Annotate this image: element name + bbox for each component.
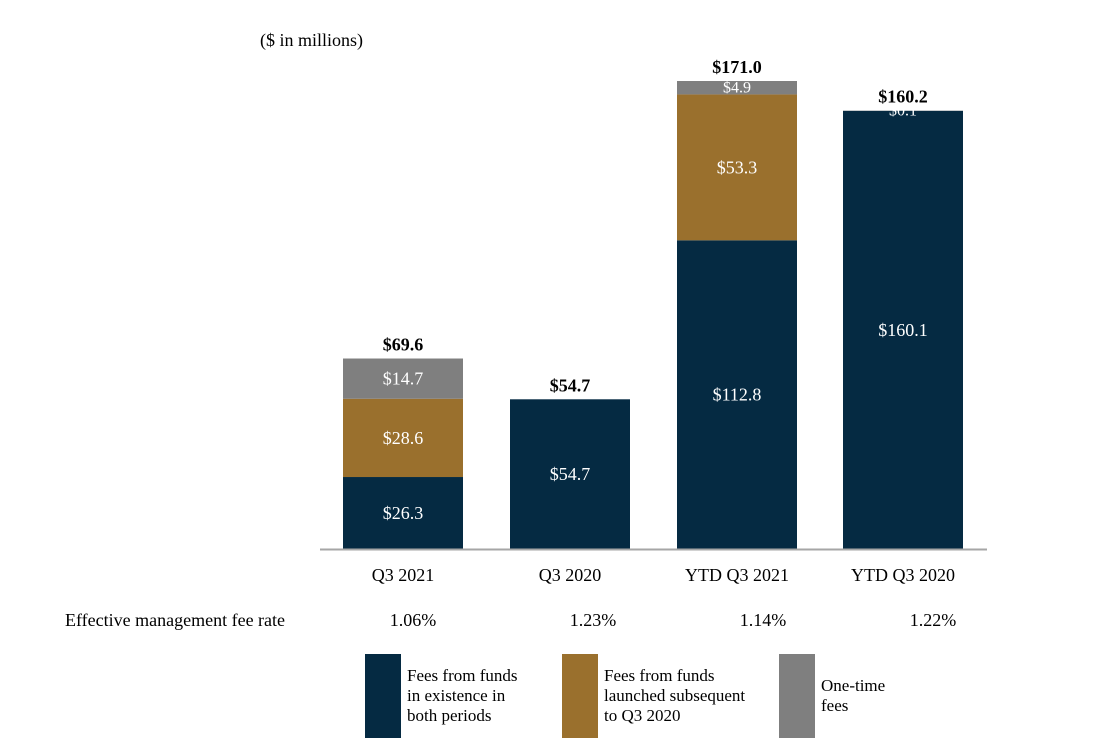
bar-segment-1-2 [510, 399, 630, 549]
legend-line: One-time [821, 676, 886, 695]
legend-swatch-new-funds [562, 654, 598, 738]
segment-label-3-4: $0.1 [889, 103, 917, 120]
bar-segment-2-3 [677, 94, 797, 241]
legend-line: in existence in [407, 686, 506, 705]
legend-item-one-time-fees: One-time fees [779, 654, 1001, 738]
legend-line: launched subsequent [604, 686, 746, 705]
total-label-1: $69.6 [383, 335, 424, 355]
legend-line: Fees from funds [604, 666, 715, 685]
bar-segment-1-1 [343, 477, 463, 549]
legend-label-one-time-fees: One-time fees [821, 676, 1001, 716]
legend-item-new-funds: Fees from funds launched subsequent to Q… [562, 654, 784, 738]
segment-label-2-1: $28.6 [383, 428, 424, 448]
fee-rate-ytd-q3-2020: 1.22% [909, 610, 957, 630]
fee-rate-q3-2020: 1.23% [569, 610, 617, 630]
bar-segment-1-3 [677, 240, 797, 549]
bar-segment-3-3 [677, 81, 797, 95]
segment-label-3-1: $14.7 [383, 369, 424, 389]
total-label-2: $54.7 [550, 375, 591, 395]
legend-line: fees [821, 696, 849, 715]
legend-item-existing-funds: Fees from funds in existence in both per… [365, 654, 587, 738]
legend-label-existing-funds: Fees from funds in existence in both per… [407, 666, 587, 726]
legend-line: both periods [407, 706, 492, 725]
x-tick-label-2: Q3 2020 [539, 565, 602, 585]
stacked-bar-chart: $26.3 $28.6 $14.7 $69.6 Q3 2021 $54.7 $54.7 Q3 … [320, 57, 987, 585]
total-label-4: $160.2 [878, 87, 928, 107]
legend-label-new-funds: Fees from funds launched subsequent to Q… [604, 666, 784, 726]
segment-label-1-3: $112.8 [713, 385, 762, 405]
x-tick-label-1: Q3 2021 [372, 565, 435, 585]
fee-rate-label: Effective management fee rate [65, 610, 286, 630]
legend-swatch-existing-funds [365, 654, 401, 738]
bar-segment-1-4 [843, 110, 963, 550]
legend-swatch-one-time-fees [779, 654, 815, 738]
segment-label-1-2: $54.7 [550, 464, 591, 484]
legend-line: to Q3 2020 [604, 706, 681, 725]
total-label-3: $171.0 [712, 57, 762, 77]
segment-label-1-4: $160.1 [878, 320, 928, 340]
x-tick-label-4: YTD Q3 2020 [851, 565, 955, 585]
fee-rate-ytd-q3-2021: 1.14% [739, 610, 787, 630]
legend-line: Fees from funds [407, 666, 518, 685]
segment-label-2-3: $53.3 [717, 157, 758, 177]
unit-note: ($ in millions) [260, 30, 363, 50]
fee-rate-q3-2021: 1.06% [389, 610, 437, 630]
bar-segment-2-1 [343, 398, 463, 478]
x-tick-label-3: YTD Q3 2021 [685, 565, 789, 585]
segment-label-1-1: $26.3 [383, 503, 424, 523]
bar-segment-3-1 [343, 358, 463, 399]
segment-label-3-3: $4.9 [723, 80, 751, 97]
